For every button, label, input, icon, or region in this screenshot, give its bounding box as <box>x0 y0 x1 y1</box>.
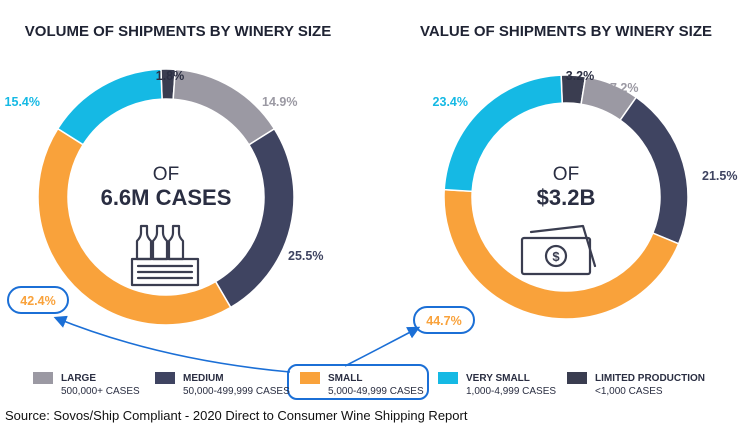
volume-label-small: 42.4% <box>20 294 55 308</box>
legend-swatch-large <box>33 372 53 384</box>
legend-name-limited-production: LIMITED PRODUCTION <box>595 373 705 384</box>
value-label-limited-production: 3.2% <box>566 69 595 83</box>
legend-name-small: SMALL <box>328 373 362 384</box>
legend-swatch-limited-production <box>567 372 587 384</box>
legend-name-very-small: VERY SMALL <box>466 373 530 384</box>
source-note: Source: Sovos/Ship Compliant - 2020 Dire… <box>5 408 468 423</box>
arrow-to-value-small <box>344 326 421 367</box>
legend-swatch-medium <box>155 372 175 384</box>
legend-swatch-small <box>300 372 320 384</box>
volume-chart-title: VOLUME OF SHIPMENTS BY WINERY SIZE <box>25 23 331 40</box>
volume-donut-center <box>69 100 263 294</box>
legend-desc-medium: 50,000-499,999 CASES <box>183 386 290 397</box>
legend-small-highlight <box>287 364 429 400</box>
money-icon: $ <box>520 224 597 276</box>
legend-name-large: LARGE <box>61 373 96 384</box>
volume-label-medium: 25.5% <box>288 249 323 263</box>
arrow-to-volume-small <box>53 315 291 373</box>
legend-swatch-very-small <box>438 372 458 384</box>
value-segment-very-small <box>443 74 564 193</box>
value-center-prefix: OF <box>553 164 579 185</box>
value-segment-small <box>443 188 680 320</box>
volume-label-limited-production: 1.8% <box>156 69 185 83</box>
legend-desc-limited-production: <1,000 CASES <box>595 386 663 397</box>
legend-desc-very-small: 1,000-4,999 CASES <box>466 386 556 397</box>
value-label-medium: 21.5% <box>702 169 737 183</box>
volume-segment-small <box>37 127 232 326</box>
volume-center-value: 6.6M CASES <box>101 185 232 210</box>
volume-segment-very-small <box>56 68 163 146</box>
legend: LARGE 500,000+ CASES MEDIUM 50,000-499,999 … <box>33 372 705 397</box>
svg-text:$: $ <box>552 249 560 264</box>
legend-desc-large: 500,000+ CASES <box>61 386 140 397</box>
volume-donut-chart <box>37 68 295 326</box>
value-center-value: $3.2B <box>537 185 596 210</box>
bottle-crate-icon <box>130 224 200 287</box>
volume-label-very-small: 15.4% <box>5 95 40 109</box>
volume-center-prefix: OF <box>153 164 179 185</box>
value-chart-title: VALUE OF SHIPMENTS BY WINERY SIZE <box>420 23 712 40</box>
value-small-highlight <box>413 306 475 334</box>
legend-desc-small: 5,000-49,999 CASES <box>328 386 424 397</box>
value-donut-chart <box>443 74 689 320</box>
volume-label-large: 14.9% <box>262 95 297 109</box>
value-donut-center <box>473 104 659 290</box>
volume-small-highlight <box>7 286 69 314</box>
legend-name-medium: MEDIUM <box>183 373 224 384</box>
value-label-large: 7.2% <box>610 81 639 95</box>
value-label-very-small: 23.4% <box>433 95 468 109</box>
value-label-small: 44.7% <box>426 314 461 328</box>
